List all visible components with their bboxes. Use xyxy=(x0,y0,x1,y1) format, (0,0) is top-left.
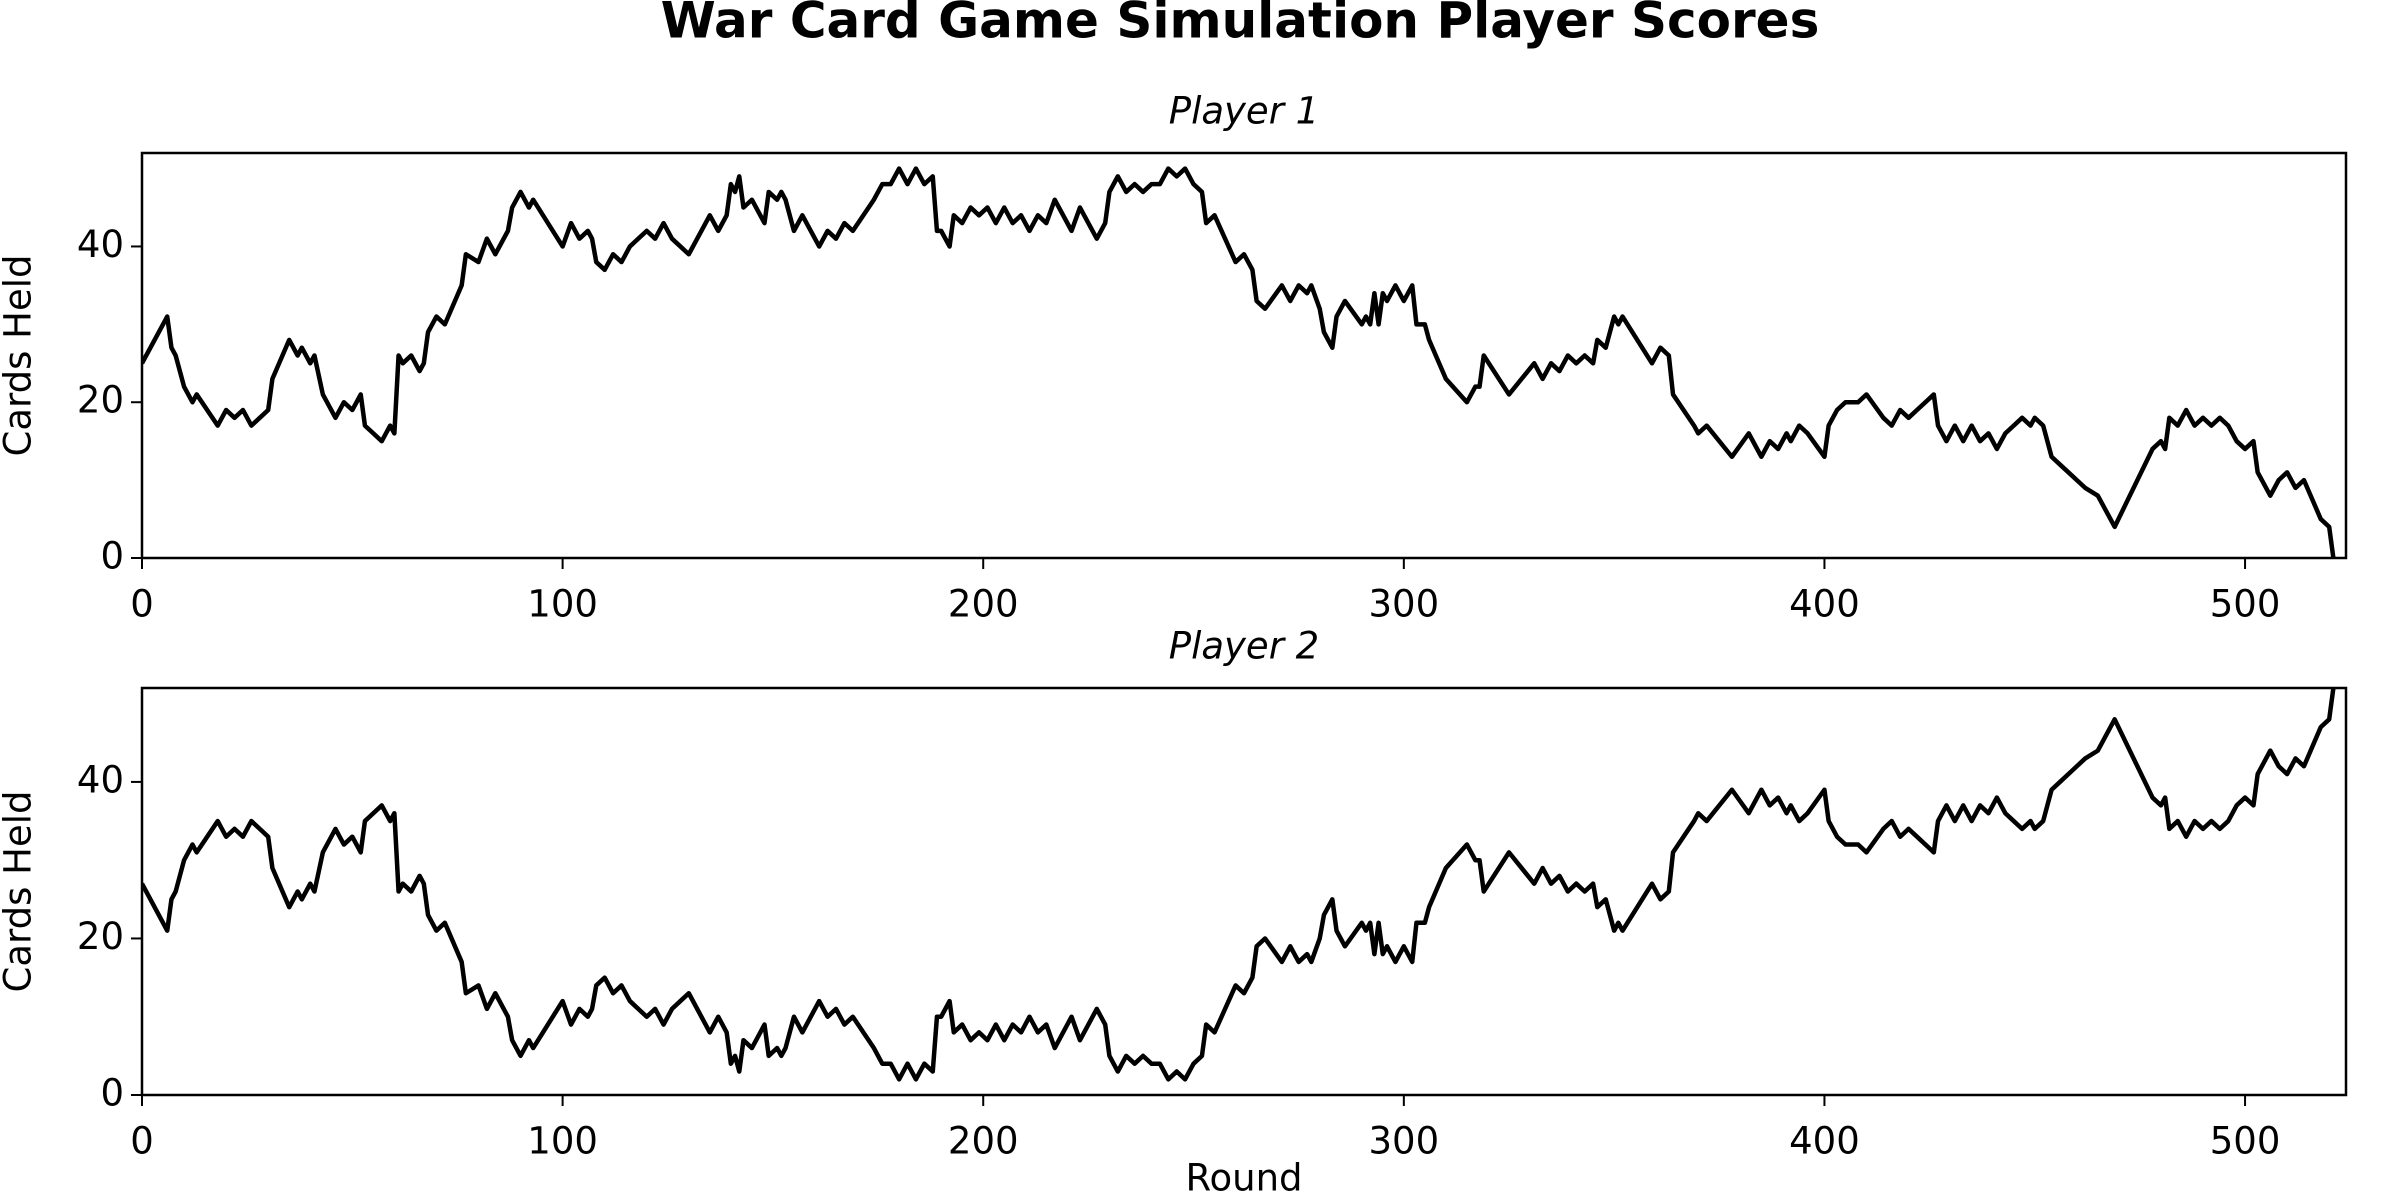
y-tick-label: 20 xyxy=(77,915,124,958)
x-tick-label: 300 xyxy=(1369,1120,1440,1163)
x-tick-label: 0 xyxy=(130,583,154,626)
x-tick-label: 300 xyxy=(1369,583,1440,626)
figure-title: War Card Game Simulation Player Scores xyxy=(661,0,1820,50)
y-tick-label: 0 xyxy=(100,1072,124,1115)
y-tick-label: 0 xyxy=(100,535,124,578)
subplot-title: Player 1 xyxy=(1169,90,1319,133)
x-tick-label: 500 xyxy=(2210,1120,2281,1163)
line xyxy=(142,687,2336,1082)
y-axis-label: Cards Held xyxy=(0,255,40,457)
y-tick-label: 40 xyxy=(77,223,124,266)
plot-frame xyxy=(140,151,2348,560)
y-axis-label: Cards Held xyxy=(0,791,40,993)
x-tick-label: 400 xyxy=(1789,1120,1860,1163)
x-tick-label: 200 xyxy=(948,583,1019,626)
x-tick-label: 100 xyxy=(527,583,598,626)
x-tick-label: 200 xyxy=(948,1120,1019,1163)
y-tick-label: 20 xyxy=(77,379,124,422)
y-tick-label: 40 xyxy=(77,758,124,801)
subplot-title: Player 2 xyxy=(1169,625,1319,668)
x-axis-label: Round xyxy=(1185,1157,1302,1200)
x-tick-label: 100 xyxy=(527,1120,598,1163)
x-tick-label: 0 xyxy=(130,1120,154,1163)
line xyxy=(142,166,2336,558)
plot-frame xyxy=(140,686,2348,1097)
x-tick-label: 400 xyxy=(1789,583,1860,626)
x-tick-label: 500 xyxy=(2210,583,2281,626)
